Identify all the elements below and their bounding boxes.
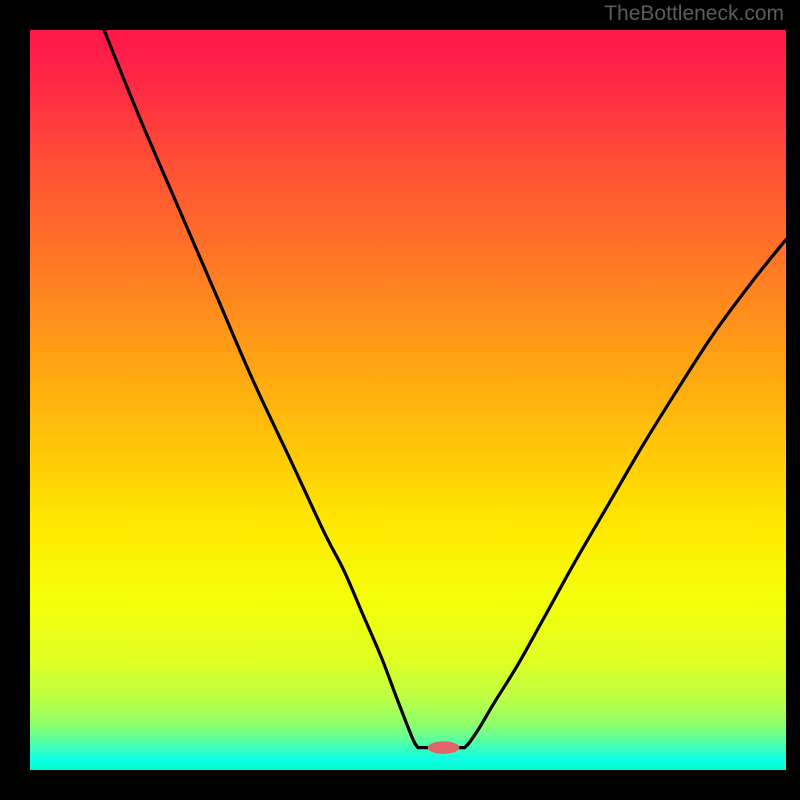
optimum-marker — [428, 741, 460, 754]
chart-stage: TheBottleneck.com — [0, 0, 800, 800]
bottleneck-chart-svg — [0, 0, 800, 800]
